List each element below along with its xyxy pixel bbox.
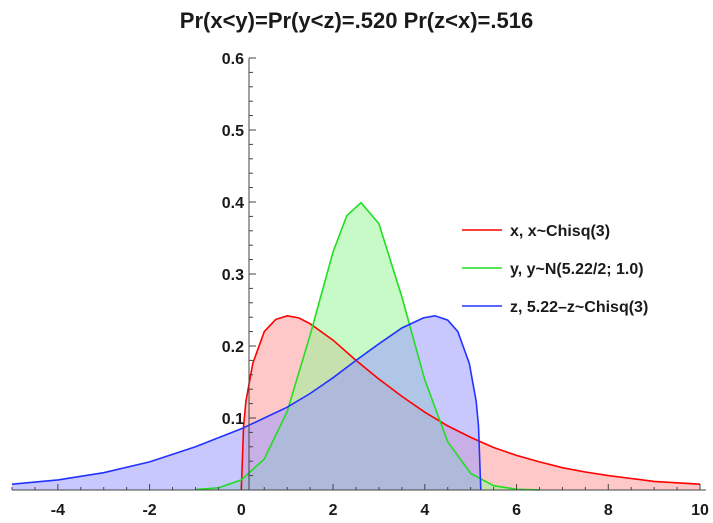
- x-tick-label: 10: [691, 502, 709, 519]
- series-line-0: [240, 314, 701, 491]
- x-tick-label: 8: [604, 502, 613, 519]
- series-line-1: [195, 201, 540, 491]
- x-tick-label: 4: [420, 502, 429, 519]
- x-tick-label: 6: [512, 502, 521, 519]
- y-tick-label: 0.3: [222, 267, 244, 284]
- series-area-1: [195, 202, 540, 490]
- x-tick-label: 2: [329, 502, 338, 519]
- y-tick-label: 0.4: [222, 195, 244, 212]
- y-tick-label: 0.1: [222, 411, 244, 428]
- y-tick-label: 0.2: [222, 339, 244, 356]
- x-tick-label: 0: [237, 502, 246, 519]
- legend-label-1: y, y~N(5.22/2; 1.0): [510, 261, 644, 278]
- x-tick-label: -2: [142, 502, 156, 519]
- y-tick-label: 0.6: [222, 51, 244, 68]
- series-line-2: [11, 314, 482, 491]
- legend-label-0: x, x~Chisq(3): [510, 223, 610, 240]
- x-tick-label: -4: [51, 502, 65, 519]
- legend-label-2: z, 5.22–z~Chisq(3): [510, 299, 648, 316]
- series-area-2: [12, 315, 481, 490]
- y-tick-label: 0.5: [222, 123, 244, 140]
- chart-title: Pr(x<y)=Pr(y<z)=.520 Pr(z<x)=.516: [179, 8, 534, 33]
